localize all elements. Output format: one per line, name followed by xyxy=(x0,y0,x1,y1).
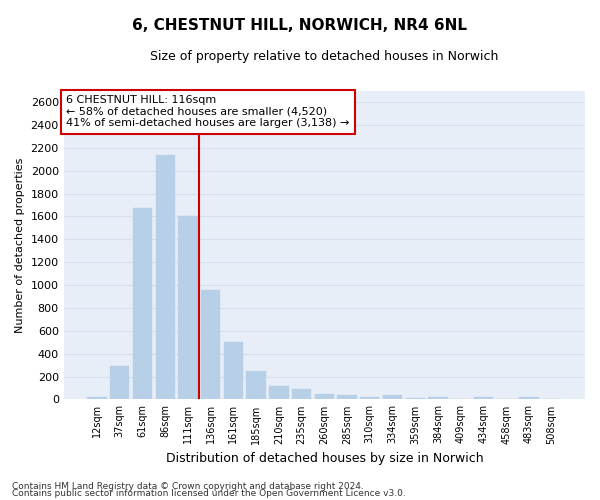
Bar xyxy=(360,396,379,400)
Bar xyxy=(110,366,130,400)
Bar xyxy=(337,395,357,400)
Bar xyxy=(542,399,562,400)
Text: Contains HM Land Registry data © Crown copyright and database right 2024.: Contains HM Land Registry data © Crown c… xyxy=(12,482,364,491)
Text: 6, CHESTNUT HILL, NORWICH, NR4 6NL: 6, CHESTNUT HILL, NORWICH, NR4 6NL xyxy=(133,18,467,32)
Bar xyxy=(474,398,493,400)
Y-axis label: Number of detached properties: Number of detached properties xyxy=(15,158,25,332)
Bar xyxy=(269,386,289,400)
Bar xyxy=(133,208,152,400)
Text: 6 CHESTNUT HILL: 116sqm
← 58% of detached houses are smaller (4,520)
41% of semi: 6 CHESTNUT HILL: 116sqm ← 58% of detache… xyxy=(66,95,350,128)
Bar xyxy=(247,371,266,400)
Bar xyxy=(497,399,516,400)
Bar xyxy=(201,290,220,400)
Bar xyxy=(224,342,243,400)
Bar xyxy=(451,398,470,400)
Bar xyxy=(292,388,311,400)
Bar xyxy=(314,394,334,400)
X-axis label: Distribution of detached houses by size in Norwich: Distribution of detached houses by size … xyxy=(166,452,483,465)
Bar xyxy=(406,398,425,400)
Text: Contains public sector information licensed under the Open Government Licence v3: Contains public sector information licen… xyxy=(12,490,406,498)
Title: Size of property relative to detached houses in Norwich: Size of property relative to detached ho… xyxy=(150,50,499,63)
Bar xyxy=(519,398,539,400)
Bar xyxy=(88,397,107,400)
Bar xyxy=(155,154,175,400)
Bar xyxy=(178,216,197,400)
Bar xyxy=(428,397,448,400)
Bar xyxy=(383,396,402,400)
